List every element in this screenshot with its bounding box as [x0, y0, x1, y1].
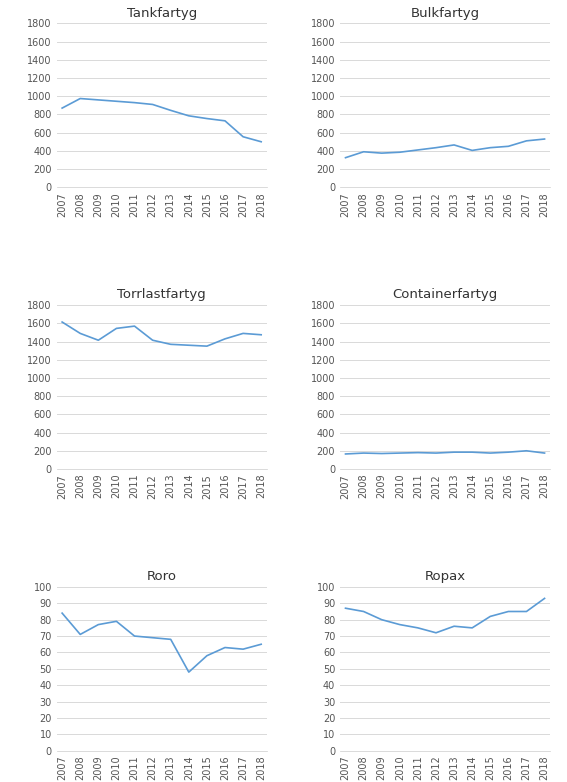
Title: Tankfartyg: Tankfartyg	[126, 6, 197, 20]
Title: Bulkfartyg: Bulkfartyg	[411, 6, 480, 20]
Title: Torrlastfartyg: Torrlastfartyg	[117, 289, 206, 301]
Title: Ropax: Ropax	[425, 570, 466, 583]
Title: Roro: Roro	[147, 570, 177, 583]
Title: Containerfartyg: Containerfartyg	[392, 289, 498, 301]
